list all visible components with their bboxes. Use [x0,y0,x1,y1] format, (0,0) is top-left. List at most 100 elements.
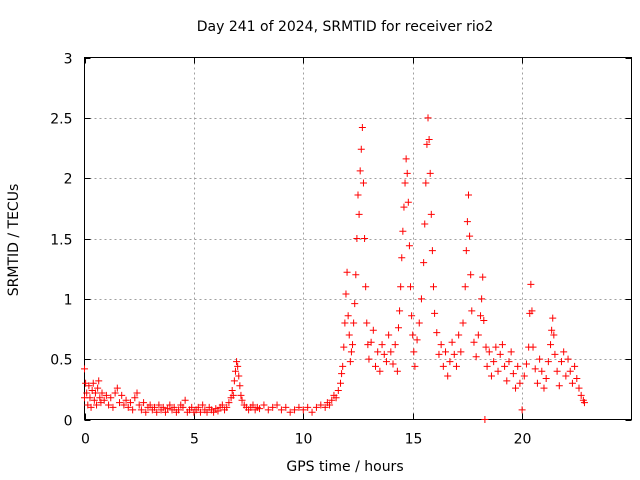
data-point [94,384,102,392]
data-point [347,348,355,356]
data-point [236,382,244,390]
data-point [402,155,410,163]
data-point [393,367,401,375]
data-point [153,408,161,416]
x-tick-label: 15 [405,432,423,448]
data-point [560,348,568,356]
data-point [159,403,167,411]
data-point [269,403,277,411]
data-point [400,203,408,211]
data-point [146,401,154,409]
data-point [474,331,482,339]
data-point [345,331,353,339]
data-point [93,401,101,409]
y-tick-label: 2.5 [50,112,72,128]
data-point [95,377,103,385]
data-point [462,247,470,255]
data-point [496,350,504,358]
data-point [382,358,390,366]
data-point [133,389,141,397]
data-point [461,283,469,291]
data-point [334,387,342,395]
data-point [238,396,246,404]
data-point [399,227,407,235]
data-point [478,295,486,303]
data-point [358,123,366,131]
data-point [249,401,257,409]
y-tick-label: 3 [64,52,73,68]
data-point [427,210,435,218]
data-point [540,384,548,392]
data-point [527,280,535,288]
data-point [555,382,563,390]
data-point [446,358,454,366]
data-point [437,341,445,349]
data-point [230,377,238,385]
data-point [483,362,491,370]
data-point [512,384,520,392]
data-point [378,341,386,349]
data-point [343,268,351,276]
data-point [282,403,290,411]
data-point [142,408,150,416]
data-point [577,391,585,399]
data-point [86,394,94,402]
data-point [372,362,380,370]
data-point [385,331,393,339]
data-point [308,408,316,416]
data-point [467,271,475,279]
data-point [463,218,471,226]
data-point [431,309,439,317]
data-point [498,341,506,349]
data-point [359,179,367,187]
data-point [100,396,108,404]
data-point [237,391,245,399]
data-point [413,336,421,344]
data-point [339,362,347,370]
data-point [218,401,226,409]
data-point [466,232,474,240]
data-point [566,367,574,375]
data-point [376,367,384,375]
data-point [155,401,163,409]
data-point [102,391,110,399]
data-point [435,350,443,358]
data-point [514,362,522,370]
data-point [203,408,211,416]
data-point [553,367,561,375]
data-point [420,259,428,267]
data-point [407,283,415,291]
data-point [549,314,557,322]
data-point [317,401,325,409]
data-point [564,355,572,363]
data-point [235,372,243,380]
data-point [480,317,488,325]
data-point [397,283,405,291]
data-point [424,114,432,122]
data-point [87,403,95,411]
data-point [225,399,233,407]
data-point [389,360,397,368]
data-point [234,362,242,370]
data-point [507,348,515,356]
data-point [129,406,137,414]
data-point [509,370,517,378]
data-point [538,367,546,375]
data-point [214,407,222,415]
data-point [85,382,93,390]
data-point [181,396,189,404]
data-point [396,307,404,315]
data-point [425,136,433,144]
data-point [528,307,536,315]
data-point [179,403,187,411]
data-point [367,338,375,346]
data-point [536,355,544,363]
data-point [415,319,423,327]
data-point [228,387,236,395]
axis-ticks: 0 5 10 15 20 0 0.5 1 1.5 2 2.5 3 [50,52,632,448]
data-point [365,355,373,363]
data-point [194,403,202,411]
data-point [188,403,196,411]
data-point [223,403,231,411]
data-point [137,406,145,414]
